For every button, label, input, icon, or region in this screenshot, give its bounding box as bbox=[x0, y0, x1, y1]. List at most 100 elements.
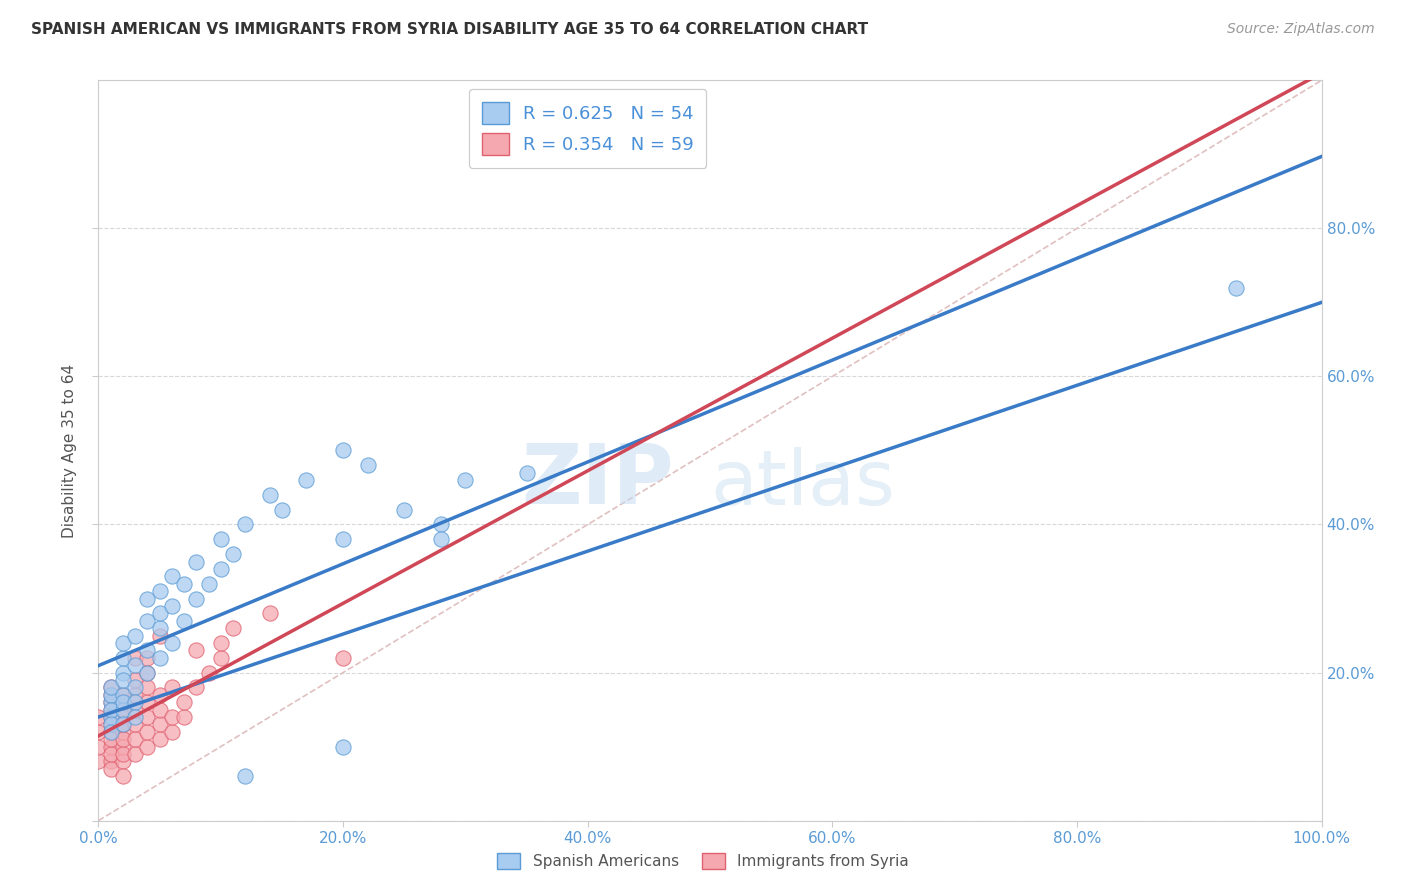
Point bbox=[173, 576, 195, 591]
Point bbox=[136, 665, 159, 680]
Point bbox=[454, 473, 477, 487]
Point bbox=[160, 724, 183, 739]
Text: Source: ZipAtlas.com: Source: ZipAtlas.com bbox=[1227, 22, 1375, 37]
Point bbox=[136, 591, 159, 606]
Point bbox=[149, 732, 172, 747]
Point bbox=[111, 688, 134, 702]
Point bbox=[111, 695, 134, 709]
Point bbox=[87, 739, 110, 754]
Point bbox=[186, 555, 208, 569]
Point bbox=[1225, 280, 1247, 294]
Point bbox=[430, 533, 453, 547]
Point bbox=[160, 599, 183, 613]
Point bbox=[332, 650, 354, 665]
Point bbox=[124, 732, 146, 747]
Point bbox=[136, 665, 159, 680]
Point bbox=[100, 717, 122, 731]
Legend: R = 0.625   N = 54, R = 0.354   N = 59: R = 0.625 N = 54, R = 0.354 N = 59 bbox=[470, 89, 706, 168]
Point bbox=[100, 695, 122, 709]
Point bbox=[124, 703, 146, 717]
Point bbox=[124, 688, 146, 702]
Point bbox=[100, 688, 122, 702]
Point bbox=[149, 717, 172, 731]
Y-axis label: Disability Age 35 to 64: Disability Age 35 to 64 bbox=[62, 363, 77, 538]
Point bbox=[124, 658, 146, 673]
Point bbox=[233, 769, 256, 783]
Point bbox=[124, 673, 146, 687]
Point bbox=[111, 769, 134, 783]
Legend: Spanish Americans, Immigrants from Syria: Spanish Americans, Immigrants from Syria bbox=[491, 847, 915, 875]
Point bbox=[173, 695, 195, 709]
Point bbox=[111, 732, 134, 747]
Point bbox=[209, 562, 232, 576]
Point bbox=[136, 710, 159, 724]
Point bbox=[222, 547, 245, 561]
Point bbox=[136, 724, 159, 739]
Point bbox=[111, 650, 134, 665]
Point bbox=[136, 695, 159, 709]
Point bbox=[100, 681, 122, 695]
Point bbox=[124, 710, 146, 724]
Point bbox=[160, 569, 183, 583]
Point bbox=[87, 724, 110, 739]
Point bbox=[136, 739, 159, 754]
Point bbox=[295, 473, 318, 487]
Point bbox=[111, 710, 134, 724]
Point bbox=[149, 628, 172, 642]
Point bbox=[430, 517, 453, 532]
Point bbox=[222, 621, 245, 635]
Point bbox=[111, 636, 134, 650]
Point bbox=[160, 681, 183, 695]
Point bbox=[149, 584, 172, 599]
Point bbox=[124, 681, 146, 695]
Point bbox=[197, 576, 219, 591]
Point bbox=[100, 762, 122, 776]
Point bbox=[124, 628, 146, 642]
Point bbox=[87, 755, 110, 769]
Text: SPANISH AMERICAN VS IMMIGRANTS FROM SYRIA DISABILITY AGE 35 TO 64 CORRELATION CH: SPANISH AMERICAN VS IMMIGRANTS FROM SYRI… bbox=[31, 22, 868, 37]
Point bbox=[515, 466, 537, 480]
Point bbox=[111, 688, 134, 702]
Point bbox=[136, 650, 159, 665]
Point bbox=[186, 643, 208, 657]
Point bbox=[111, 703, 134, 717]
Point bbox=[111, 724, 134, 739]
Point bbox=[111, 717, 134, 731]
Point bbox=[111, 747, 134, 761]
Point bbox=[136, 643, 159, 657]
Point bbox=[149, 650, 172, 665]
Point bbox=[149, 621, 172, 635]
Point bbox=[87, 710, 110, 724]
Text: atlas: atlas bbox=[710, 447, 894, 521]
Point bbox=[160, 636, 183, 650]
Point bbox=[136, 681, 159, 695]
Point bbox=[270, 502, 294, 516]
Point bbox=[124, 695, 146, 709]
Point bbox=[100, 688, 122, 702]
Point bbox=[111, 665, 134, 680]
Point bbox=[149, 607, 172, 621]
Point bbox=[100, 710, 122, 724]
Point bbox=[332, 443, 354, 458]
Point bbox=[100, 747, 122, 761]
Point bbox=[136, 614, 159, 628]
Point bbox=[100, 755, 122, 769]
Point bbox=[233, 517, 256, 532]
Text: ZIP: ZIP bbox=[520, 440, 673, 521]
Point bbox=[100, 695, 122, 709]
Point bbox=[100, 717, 122, 731]
Point bbox=[186, 591, 208, 606]
Point bbox=[186, 681, 208, 695]
Point bbox=[111, 755, 134, 769]
Point bbox=[100, 724, 122, 739]
Point bbox=[100, 724, 122, 739]
Point bbox=[100, 732, 122, 747]
Point bbox=[100, 681, 122, 695]
Point bbox=[259, 488, 281, 502]
Point bbox=[392, 502, 416, 516]
Point bbox=[124, 747, 146, 761]
Point bbox=[209, 636, 232, 650]
Point bbox=[173, 614, 195, 628]
Point bbox=[356, 458, 378, 473]
Point bbox=[209, 533, 232, 547]
